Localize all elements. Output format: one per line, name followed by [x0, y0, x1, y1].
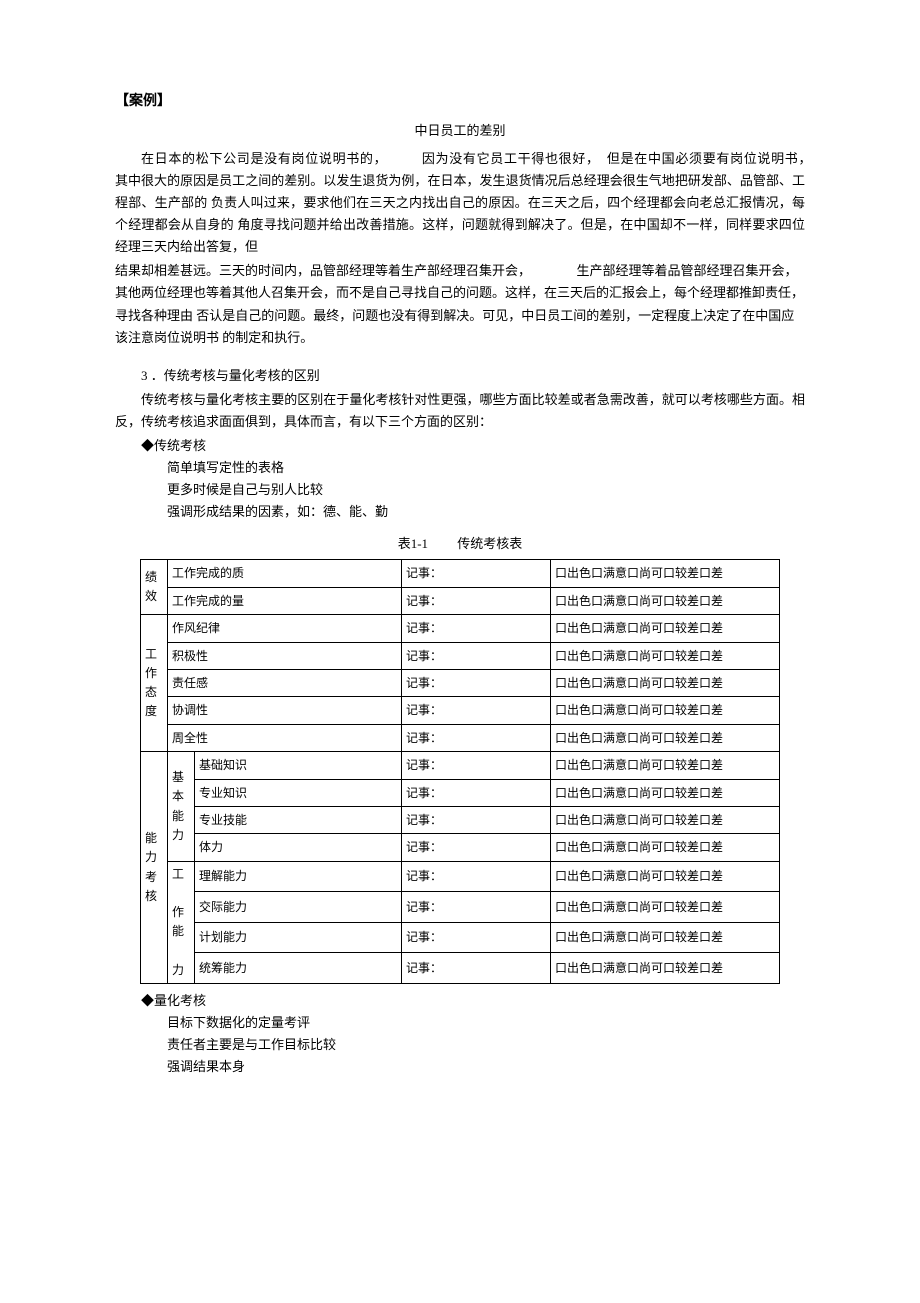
- note-cell: 记事：: [402, 861, 551, 892]
- item-cell: 专业技能: [195, 807, 402, 834]
- item-cell: 计划能力: [195, 922, 402, 953]
- table-row: 能力考核 基本能力 基础知识 记事： 口出色口满意口尚可口较差口差: [141, 752, 780, 779]
- rating-cell: 口出色口满意口尚可口较差口差: [551, 697, 780, 724]
- table-row: 统筹能力 记事： 口出色口满意口尚可口较差口差: [141, 953, 780, 984]
- rating-cell: 口出色口满意口尚可口较差口差: [551, 892, 780, 923]
- traditional-assessment-table: 绩效 工作完成的质 记事： 口出色口满意口尚可口较差口差 工作完成的量 记事： …: [140, 559, 780, 983]
- item-cell: 基础知识: [195, 752, 402, 779]
- note-cell: 记事：: [402, 560, 551, 587]
- note-cell: 记事：: [402, 587, 551, 614]
- rating-cell: 口出色口满意口尚可口较差口差: [551, 615, 780, 642]
- case-paragraph-2: 结果却相差甚远。三天的时间内，品管部经理等着生产部经理召集开会， 生产部经理等着…: [115, 260, 805, 348]
- table-row: 工作完成的量 记事： 口出色口满意口尚可口较差口差: [141, 587, 780, 614]
- rating-cell: 口出色口满意口尚可口较差口差: [551, 922, 780, 953]
- item-cell: 体力: [195, 834, 402, 861]
- table-caption: 表1-1 传统考核表: [115, 533, 805, 555]
- note-cell: 记事：: [402, 807, 551, 834]
- rating-cell: 口出色口满意口尚可口较差口差: [551, 779, 780, 806]
- case-heading: 【案例】: [115, 90, 805, 114]
- group-cell: 绩效: [141, 560, 168, 615]
- table-row: 协调性 记事： 口出色口满意口尚可口较差口差: [141, 697, 780, 724]
- note-cell: 记事：: [402, 642, 551, 669]
- rating-cell: 口出色口满意口尚可口较差口差: [551, 861, 780, 892]
- rating-cell: 口出色口满意口尚可口较差口差: [551, 807, 780, 834]
- note-cell: 记事：: [402, 670, 551, 697]
- group-cell: 能力考核: [141, 752, 168, 984]
- traditional-point-1: 简单填写定性的表格: [115, 457, 805, 479]
- note-cell: 记事：: [402, 892, 551, 923]
- traditional-point-2: 更多时候是自己与别人比较: [115, 479, 805, 501]
- item-cell: 协调性: [168, 697, 402, 724]
- note-cell: 记事：: [402, 697, 551, 724]
- rating-cell: 口出色口满意口尚可口较差口差: [551, 560, 780, 587]
- note-cell: 记事：: [402, 779, 551, 806]
- table-row: 交际能力 记事： 口出色口满意口尚可口较差口差: [141, 892, 780, 923]
- item-cell: 作风纪律: [168, 615, 402, 642]
- rating-cell: 口出色口满意口尚可口较差口差: [551, 953, 780, 984]
- table-caption-id: 表1-1: [398, 536, 428, 551]
- traditional-point-3: 强调形成结果的因素，如：德、能、勤: [115, 501, 805, 523]
- table-caption-name: 传统考核表: [457, 536, 522, 551]
- item-cell: 工作完成的量: [168, 587, 402, 614]
- item-cell: 责任感: [168, 670, 402, 697]
- quant-point-3: 强调结果本身: [115, 1056, 805, 1078]
- table-row: 工作态度 作风纪律 记事： 口出色口满意口尚可口较差口差: [141, 615, 780, 642]
- table-row: 专业技能 记事： 口出色口满意口尚可口较差口差: [141, 807, 780, 834]
- quant-point-1: 目标下数据化的定量考评: [115, 1012, 805, 1034]
- note-cell: 记事：: [402, 724, 551, 751]
- case-paragraph-1: 在日本的松下公司是没有岗位说明书的， 因为没有它员工干得也很好， 但是在中国必须…: [115, 148, 805, 258]
- table-row: 绩效 工作完成的质 记事： 口出色口满意口尚可口较差口差: [141, 560, 780, 587]
- rating-cell: 口出色口满意口尚可口较差口差: [551, 642, 780, 669]
- subgroup-cell: 基本能力: [168, 752, 195, 862]
- traditional-label: ◆传统考核: [115, 435, 805, 457]
- rating-cell: 口出色口满意口尚可口较差口差: [551, 670, 780, 697]
- note-cell: 记事：: [402, 953, 551, 984]
- rating-cell: 口出色口满意口尚可口较差口差: [551, 834, 780, 861]
- section-number: 3 ．传统考核与量化考核的区别: [115, 365, 805, 387]
- table-row: 责任感 记事： 口出色口满意口尚可口较差口差: [141, 670, 780, 697]
- rating-cell: 口出色口满意口尚可口较差口差: [551, 587, 780, 614]
- table-row: 积极性 记事： 口出色口满意口尚可口较差口差: [141, 642, 780, 669]
- table-row: 工 作能 力 理解能力 记事： 口出色口满意口尚可口较差口差: [141, 861, 780, 892]
- case-subtitle: 中日员工的差别: [115, 120, 805, 142]
- item-cell: 专业知识: [195, 779, 402, 806]
- note-cell: 记事：: [402, 752, 551, 779]
- item-cell: 积极性: [168, 642, 402, 669]
- item-cell: 理解能力: [195, 861, 402, 892]
- note-cell: 记事：: [402, 922, 551, 953]
- item-cell: 工作完成的质: [168, 560, 402, 587]
- item-cell: 交际能力: [195, 892, 402, 923]
- quant-point-2: 责任者主要是与工作目标比较: [115, 1034, 805, 1056]
- item-cell: 周全性: [168, 724, 402, 751]
- table-row: 周全性 记事： 口出色口满意口尚可口较差口差: [141, 724, 780, 751]
- rating-cell: 口出色口满意口尚可口较差口差: [551, 752, 780, 779]
- group-cell: 工作态度: [141, 615, 168, 752]
- table-row: 计划能力 记事： 口出色口满意口尚可口较差口差: [141, 922, 780, 953]
- table-row: 体力 记事： 口出色口满意口尚可口较差口差: [141, 834, 780, 861]
- item-cell: 统筹能力: [195, 953, 402, 984]
- table-row: 专业知识 记事： 口出色口满意口尚可口较差口差: [141, 779, 780, 806]
- quant-label: ◆量化考核: [115, 990, 805, 1012]
- note-cell: 记事：: [402, 834, 551, 861]
- rating-cell: 口出色口满意口尚可口较差口差: [551, 724, 780, 751]
- note-cell: 记事：: [402, 615, 551, 642]
- subgroup-cell: 工 作能 力: [168, 861, 195, 983]
- section-paragraph: 传统考核与量化考核主要的区别在于量化考核针对性更强，哪些方面比较差或者急需改善，…: [115, 389, 805, 433]
